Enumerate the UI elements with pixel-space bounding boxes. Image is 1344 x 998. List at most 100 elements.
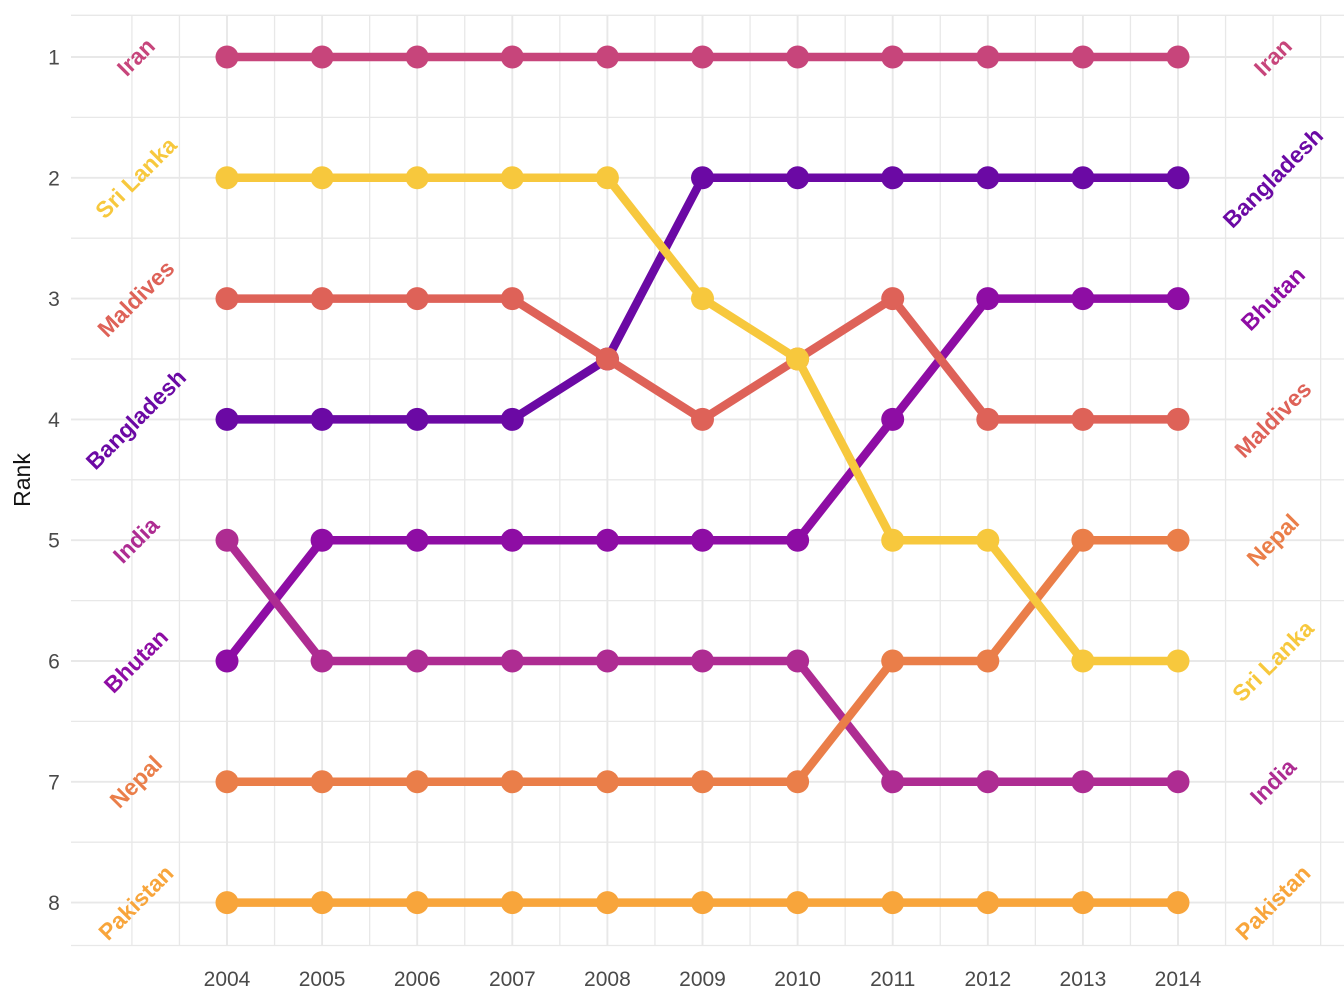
axis-labels: 1 2 3 4 5 6 7 8 2004 2005 2006 2007 2008 2009 2010 2011… [48, 47, 1202, 992]
data-point-india-2004 [215, 528, 239, 552]
data-point-bangladesh-2007 [500, 407, 524, 431]
data-point-india-2007 [500, 649, 524, 673]
data-point-iran-2004 [215, 45, 239, 69]
data-point-sri-lanka-2011 [881, 528, 905, 552]
data-point-maldives-2007 [500, 287, 524, 311]
data-point-bhutan-2014 [1166, 287, 1190, 311]
data-point-india-2008 [595, 649, 619, 673]
data-point-bangladesh-2011 [881, 166, 905, 190]
data-point-pakistan-2006 [405, 891, 429, 915]
data-point-bhutan-2008 [595, 528, 619, 552]
series-bhutan [215, 287, 1190, 673]
data-point-nepal-2009 [691, 770, 714, 794]
y-tick-label-7: 7 [48, 771, 60, 794]
data-point-sri-lanka-2006 [405, 166, 429, 190]
data-point-sri-lanka-2013 [1071, 649, 1095, 673]
data-point-nepal-2013 [1071, 528, 1095, 552]
series-lines [215, 45, 1190, 915]
series-india [215, 528, 1190, 794]
data-point-nepal-2006 [405, 770, 429, 794]
y-tick-label-5: 5 [48, 530, 60, 553]
data-point-maldives-2009 [691, 407, 714, 431]
data-point-iran-2013 [1071, 45, 1095, 69]
data-point-bhutan-2013 [1071, 287, 1095, 311]
data-point-india-2010 [786, 649, 810, 673]
data-point-bangladesh-2014 [1166, 166, 1190, 190]
data-point-sri-lanka-2004 [215, 166, 239, 190]
data-point-pakistan-2014 [1166, 891, 1190, 915]
series-bangladesh [215, 166, 1190, 431]
data-point-pakistan-2007 [500, 891, 524, 915]
data-point-pakistan-2013 [1071, 891, 1095, 915]
data-point-nepal-2014 [1166, 528, 1190, 552]
y-axis-title: Rank [9, 453, 35, 507]
data-point-maldives-2004 [215, 287, 239, 311]
x-tick-label-2005: 2005 [299, 968, 346, 991]
data-point-bangladesh-2009 [691, 166, 714, 190]
data-point-india-2009 [691, 649, 714, 673]
data-point-iran-2012 [976, 45, 1000, 69]
y-tick-label-1: 1 [48, 47, 60, 70]
data-point-india-2006 [405, 649, 429, 673]
series-iran [215, 45, 1190, 69]
right-label-iran: Iran [1249, 33, 1297, 81]
data-point-bangladesh-2006 [405, 407, 429, 431]
data-point-bhutan-2012 [976, 287, 1000, 311]
data-point-bhutan-2010 [786, 528, 810, 552]
data-point-pakistan-2005 [310, 891, 334, 915]
x-tick-label-2004: 2004 [204, 968, 251, 991]
data-point-nepal-2012 [976, 649, 1000, 673]
y-tick-label-3: 3 [48, 288, 60, 311]
data-point-maldives-2006 [405, 287, 429, 311]
data-point-sri-lanka-2009 [691, 287, 714, 311]
data-point-india-2012 [976, 770, 1000, 794]
data-point-nepal-2005 [310, 770, 334, 794]
data-point-sri-lanka-2014 [1166, 649, 1190, 673]
data-point-nepal-2007 [500, 770, 524, 794]
data-point-maldives-2005 [310, 287, 334, 311]
data-point-bhutan-2006 [405, 528, 429, 552]
x-tick-label-2010: 2010 [774, 968, 821, 991]
data-point-nepal-2008 [595, 770, 619, 794]
data-point-bhutan-2009 [691, 528, 714, 552]
series-sri-lanka [215, 166, 1190, 673]
data-point-nepal-2010 [786, 770, 810, 794]
data-point-maldives-2012 [976, 407, 1000, 431]
data-point-india-2011 [881, 770, 905, 794]
y-tick-label-6: 6 [48, 651, 60, 674]
data-point-pakistan-2008 [595, 891, 619, 915]
data-point-maldives-2013 [1071, 407, 1095, 431]
data-point-india-2005 [310, 649, 334, 673]
data-point-sri-lanka-2008 [595, 166, 619, 190]
x-tick-label-2008: 2008 [584, 968, 631, 991]
data-point-pakistan-2012 [976, 891, 1000, 915]
data-point-iran-2010 [786, 45, 810, 69]
gridlines [71, 14, 1344, 947]
data-point-maldives-2008 [595, 347, 619, 371]
data-point-bangladesh-2013 [1071, 166, 1095, 190]
series-pakistan [215, 891, 1190, 915]
x-tick-label-2006: 2006 [394, 968, 441, 991]
x-tick-label-2014: 2014 [1155, 968, 1202, 991]
data-point-iran-2005 [310, 45, 334, 69]
data-point-maldives-2011 [881, 287, 905, 311]
data-point-bangladesh-2005 [310, 407, 334, 431]
data-point-bhutan-2005 [310, 528, 334, 552]
x-tick-label-2012: 2012 [964, 968, 1011, 991]
x-tick-label-2009: 2009 [679, 968, 726, 991]
data-point-sri-lanka-2012 [976, 528, 1000, 552]
data-point-sri-lanka-2007 [500, 166, 524, 190]
data-point-pakistan-2011 [881, 891, 905, 915]
data-point-pakistan-2009 [691, 891, 714, 915]
data-point-bangladesh-2004 [215, 407, 239, 431]
data-point-iran-2011 [881, 45, 905, 69]
data-point-bhutan-2007 [500, 528, 524, 552]
x-tick-label-2011: 2011 [870, 968, 915, 991]
data-point-iran-2008 [595, 45, 619, 69]
y-tick-label-8: 8 [48, 892, 60, 915]
data-point-pakistan-2004 [215, 891, 239, 915]
left-label-iran: Iran [112, 33, 160, 81]
data-point-iran-2009 [691, 45, 714, 69]
